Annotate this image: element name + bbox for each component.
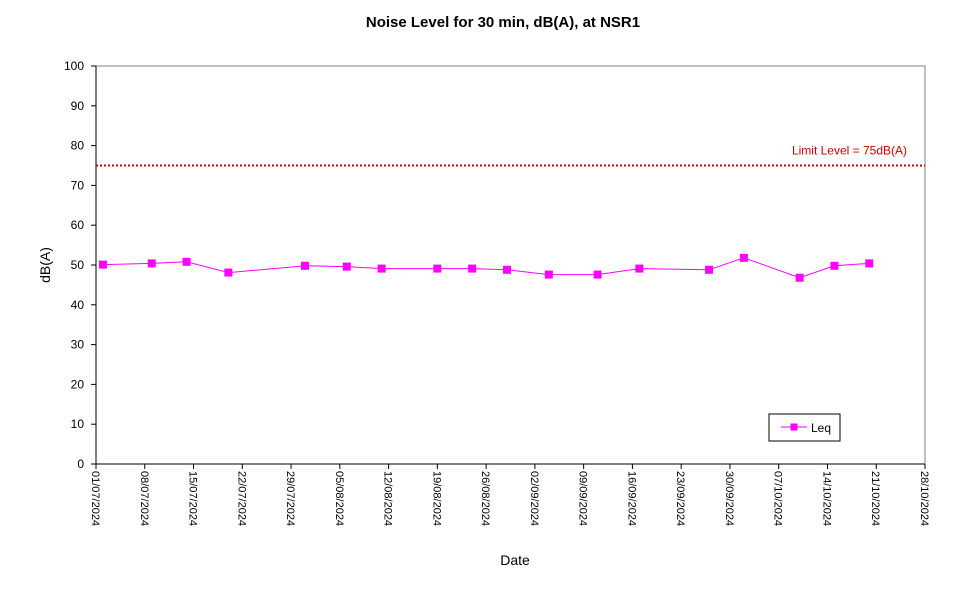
x-tick-label: 01/07/2024: [89, 471, 101, 526]
y-tick-label: 70: [71, 178, 85, 192]
x-tick-label: 02/09/2024: [528, 471, 540, 526]
series-line-leq: [102, 257, 870, 279]
limit-level: Limit Level = 75dB(A): [96, 144, 925, 167]
x-tick-label: 14/10/2024: [820, 471, 832, 526]
x-tick-label: 28/10/2024: [918, 471, 930, 526]
x-tick-label: 09/09/2024: [577, 471, 589, 526]
limit-level-label: Limit Level = 75dB(A): [792, 144, 907, 158]
legend: Leq: [768, 413, 841, 442]
x-tick-label: 21/10/2024: [869, 471, 881, 526]
data-point: [224, 268, 233, 277]
y-tick-label: 10: [71, 417, 85, 431]
x-axis-label: Date: [500, 552, 530, 568]
x-tick-label: 23/09/2024: [674, 471, 686, 526]
x-tick-label: 22/07/2024: [235, 471, 247, 526]
data-point: [795, 273, 804, 282]
y-tick-label: 100: [64, 59, 84, 73]
x-tick-label: 26/08/2024: [479, 471, 491, 526]
x-tick-label: 08/07/2024: [138, 471, 150, 526]
data-point: [433, 264, 442, 273]
plot-border: [95, 65, 926, 465]
x-tick-label: 16/09/2024: [625, 471, 637, 526]
data-point: [98, 260, 107, 269]
data-point: [182, 257, 191, 266]
y-tick-label: 40: [71, 298, 85, 312]
y-tick-label: 0: [77, 457, 84, 471]
data-point: [544, 270, 553, 279]
series-leq: [98, 253, 874, 282]
chart-title: Noise Level for 30 min, dB(A), at NSR1: [366, 14, 640, 31]
plot-area: [95, 65, 926, 465]
x-tick-label: 30/09/2024: [723, 471, 735, 526]
x-tick-label: 15/07/2024: [187, 471, 199, 526]
y-tick-label: 80: [71, 139, 85, 153]
y-tick-label: 60: [71, 218, 85, 232]
x-tick-label: 12/08/2024: [382, 471, 394, 526]
legend-marker: [790, 423, 798, 431]
data-point: [147, 259, 156, 268]
x-axis: 01/07/2024 08/07/2024 15/07/2024 22/07/2024…: [89, 463, 930, 526]
y-tick-label: 90: [71, 99, 85, 113]
data-point: [635, 264, 644, 273]
data-point: [503, 265, 512, 274]
y-axis: 0 10 20 30 40 50 60 70 80 90 100: [64, 59, 97, 471]
data-point: [593, 270, 602, 279]
x-tick-label: 29/07/2024: [284, 471, 296, 526]
x-tick-label: 07/10/2024: [772, 471, 784, 526]
data-point: [865, 259, 874, 268]
data-point: [300, 261, 309, 270]
y-axis-label: dB(A): [37, 247, 53, 283]
y-tick-label: 20: [71, 377, 85, 391]
data-point: [830, 261, 839, 270]
data-point: [739, 253, 748, 262]
legend-label-leq: Leq: [811, 421, 831, 435]
data-point: [705, 265, 714, 274]
data-point: [377, 264, 386, 273]
x-tick-label: 19/08/2024: [430, 471, 442, 526]
y-tick-label: 30: [71, 338, 85, 352]
x-tick-label: 05/08/2024: [333, 471, 345, 526]
data-point: [342, 262, 351, 271]
y-tick-label: 50: [71, 258, 85, 272]
data-point: [468, 264, 477, 273]
